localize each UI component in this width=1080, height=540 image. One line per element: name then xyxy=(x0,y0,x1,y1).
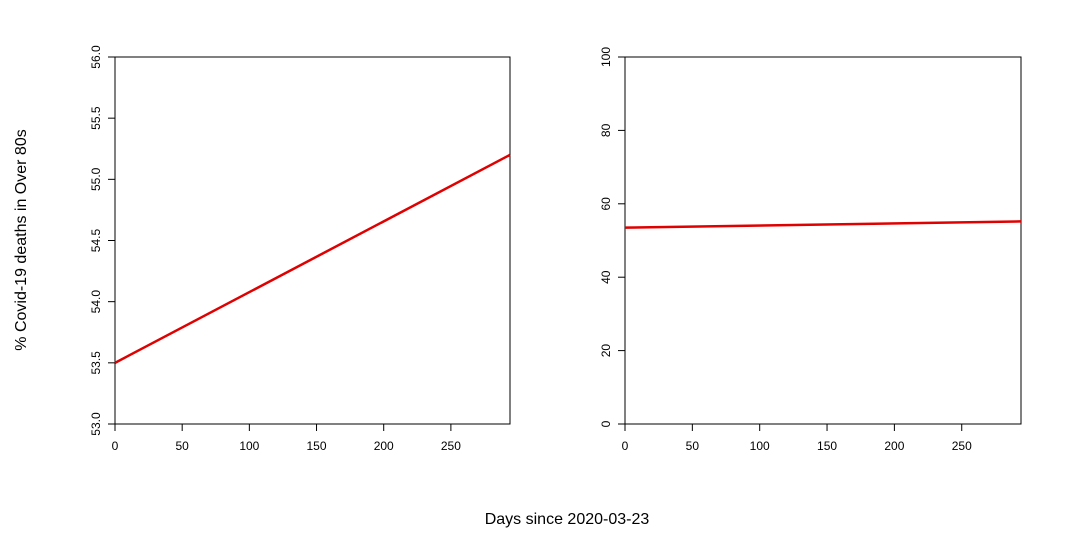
y-tick-label: 55.5 xyxy=(89,106,103,130)
x-tick-label: 50 xyxy=(686,439,700,453)
y-axis-label: % Covid-19 deaths in Over 80s xyxy=(13,129,30,350)
x-tick-label: 0 xyxy=(622,439,629,453)
y-tick-label: 60 xyxy=(599,197,613,211)
x-tick-label: 100 xyxy=(239,439,259,453)
y-tick-label: 100 xyxy=(599,47,613,67)
y-tick-label: 54.5 xyxy=(89,228,103,252)
y-tick-label: 53.0 xyxy=(89,412,103,436)
x-tick-label: 250 xyxy=(441,439,461,453)
x-tick-label: 150 xyxy=(307,439,327,453)
x-tick-label: 50 xyxy=(175,439,189,453)
y-tick-label: 0 xyxy=(599,420,613,427)
y-tick-label: 54.0 xyxy=(89,290,103,314)
data-line xyxy=(624,220,1022,229)
x-tick-label: 0 xyxy=(112,439,119,453)
x-tick-label: 150 xyxy=(817,439,837,453)
y-tick-label: 40 xyxy=(599,270,613,284)
plot-frame xyxy=(624,56,1022,425)
x-tick-label: 200 xyxy=(884,439,904,453)
y-tick-label: 56.0 xyxy=(89,45,103,69)
x-tick-label: 250 xyxy=(952,439,972,453)
y-tick-label: 20 xyxy=(599,344,613,358)
y-tick-label: 53.5 xyxy=(89,351,103,375)
data-line xyxy=(114,153,511,364)
x-axis-label: Days since 2020-03-23 xyxy=(485,511,650,528)
x-tick-label: 100 xyxy=(750,439,770,453)
y-tick-label: 55.0 xyxy=(89,167,103,191)
x-tick-label: 200 xyxy=(374,439,394,453)
y-tick-label: 80 xyxy=(599,123,613,137)
